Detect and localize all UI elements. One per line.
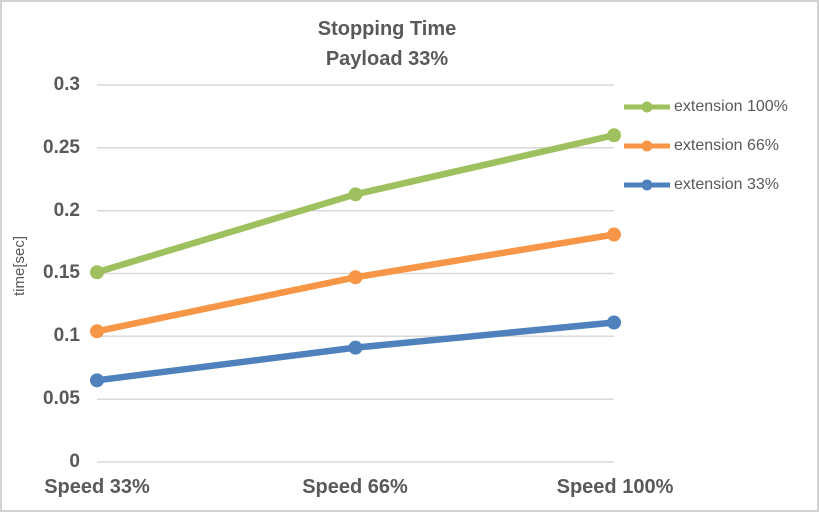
- x-axis-label: Speed 100%: [556, 476, 674, 498]
- legend-item: extension 33%: [622, 165, 817, 204]
- y-tick-label: 0.2: [53, 200, 80, 221]
- legend-marker-icon: [624, 179, 670, 190]
- chart-title: Stopping Time Payload 33%: [2, 14, 772, 74]
- y-tick-label: 0.05: [43, 388, 80, 409]
- legend-label: extension 33%: [674, 175, 779, 193]
- legend-item: extension 100%: [622, 87, 817, 126]
- legend-marker-icon: [624, 101, 670, 112]
- y-tick-label: 0.25: [43, 137, 80, 158]
- y-tick-label: 0.3: [53, 74, 80, 95]
- legend-marker-icon: [624, 140, 670, 151]
- chart-title-line1: Stopping Time: [317, 18, 457, 40]
- y-axis-title: time[sec]: [11, 236, 28, 297]
- legend-item: extension 66%: [622, 126, 817, 165]
- legend: extension 100% extension 66% extension 3…: [622, 87, 817, 204]
- x-axis-label: Speed 33%: [44, 476, 150, 498]
- legend-label: extension 66%: [674, 136, 779, 154]
- legend-label: extension 100%: [674, 97, 788, 115]
- y-tick-label: 0.15: [43, 262, 80, 283]
- y-tick-label: 0.1: [53, 325, 80, 346]
- x-axis-label: Speed 66%: [302, 476, 408, 498]
- chart-title-line2: Payload 33%: [325, 48, 449, 70]
- y-tick-label: 0: [69, 451, 80, 472]
